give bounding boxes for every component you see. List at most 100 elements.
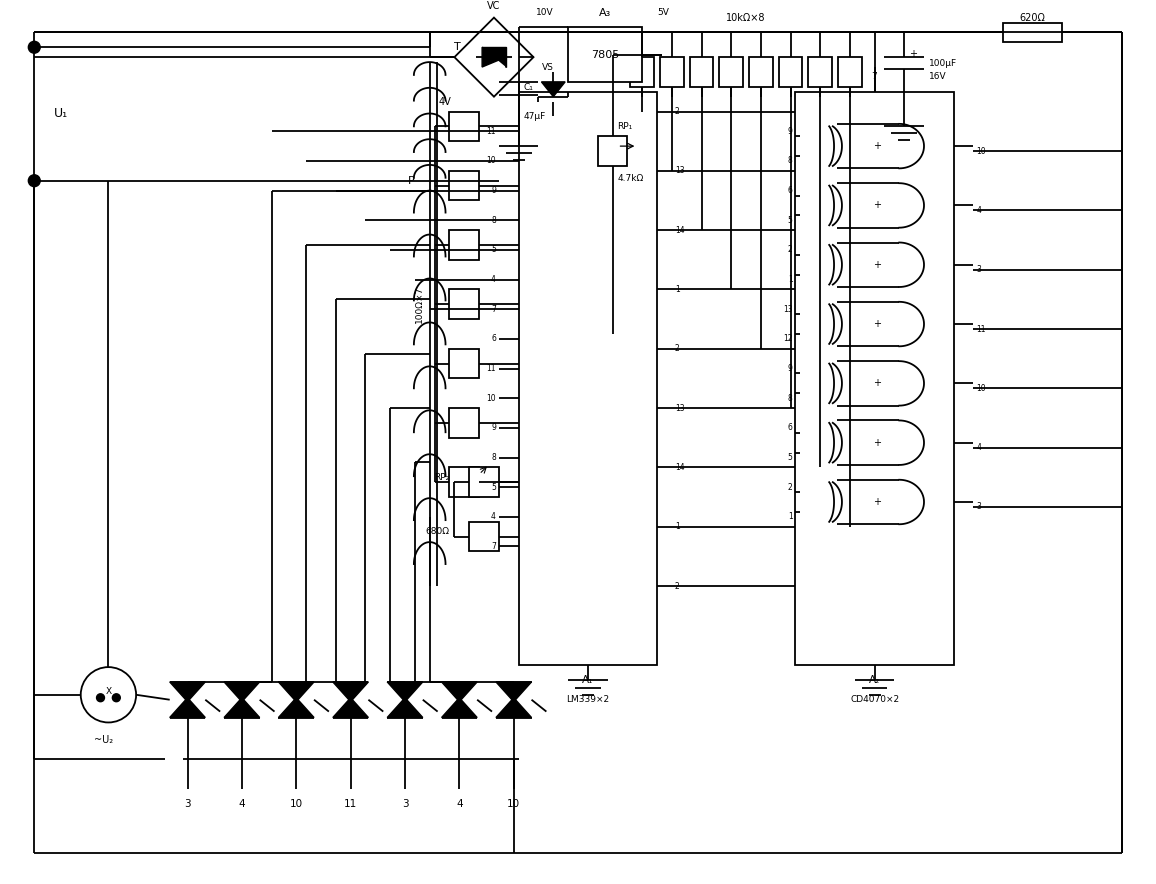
Text: 11: 11 <box>487 364 496 373</box>
Circle shape <box>97 694 104 702</box>
Bar <box>450 468 479 497</box>
Text: +: + <box>873 497 881 507</box>
Bar <box>450 289 479 319</box>
Circle shape <box>29 42 40 53</box>
Text: 11: 11 <box>977 324 986 333</box>
Text: 6: 6 <box>491 334 496 343</box>
Bar <box>808 57 832 87</box>
Bar <box>519 92 657 665</box>
Text: 10: 10 <box>977 147 986 156</box>
Bar <box>450 171 479 201</box>
Text: 9: 9 <box>787 364 793 373</box>
Text: 680Ω: 680Ω <box>425 527 450 537</box>
Text: 620Ω: 620Ω <box>1020 12 1046 23</box>
Text: 10: 10 <box>507 798 520 809</box>
Text: 100μF: 100μF <box>929 58 957 67</box>
Text: 7: 7 <box>872 72 877 81</box>
Text: +: + <box>873 378 881 388</box>
Polygon shape <box>482 47 506 67</box>
Text: 3: 3 <box>977 265 981 274</box>
Text: 4: 4 <box>977 206 981 215</box>
Text: 3: 3 <box>977 502 981 512</box>
Text: 7: 7 <box>491 305 496 314</box>
Text: A₃: A₃ <box>599 8 612 18</box>
Text: 8: 8 <box>787 393 793 403</box>
Polygon shape <box>224 682 260 702</box>
Bar <box>660 57 684 87</box>
Polygon shape <box>482 47 506 67</box>
Text: 4: 4 <box>238 798 245 809</box>
Bar <box>719 57 743 87</box>
Text: 2: 2 <box>675 582 680 591</box>
Text: 9: 9 <box>787 126 793 136</box>
Text: 3: 3 <box>184 798 191 809</box>
Bar <box>598 136 628 166</box>
Text: LM339×2: LM339×2 <box>566 695 609 705</box>
Text: CD4070×2: CD4070×2 <box>850 695 899 705</box>
Bar <box>1003 22 1062 42</box>
Text: 100Ω×7: 100Ω×7 <box>415 286 424 323</box>
Text: 4: 4 <box>457 798 462 809</box>
Text: VS: VS <box>542 63 554 72</box>
Text: 4: 4 <box>977 443 981 452</box>
Text: 13: 13 <box>783 305 793 314</box>
Text: 5V: 5V <box>657 8 669 17</box>
Text: 47μF: 47μF <box>524 112 546 121</box>
Text: 4.7kΩ: 4.7kΩ <box>617 174 644 183</box>
Text: 10kΩ×8: 10kΩ×8 <box>726 12 765 23</box>
Text: 16V: 16V <box>929 72 947 81</box>
Polygon shape <box>541 82 565 96</box>
Text: 7805: 7805 <box>591 50 620 59</box>
Text: VC: VC <box>488 1 501 11</box>
Polygon shape <box>496 697 532 718</box>
Text: 2: 2 <box>787 483 793 492</box>
Text: 13: 13 <box>675 166 684 175</box>
Text: 5: 5 <box>787 216 793 225</box>
Text: +: + <box>873 438 881 447</box>
Bar <box>469 522 499 552</box>
Text: 6: 6 <box>787 187 793 195</box>
Text: 14: 14 <box>675 463 684 472</box>
Text: 10: 10 <box>487 393 496 403</box>
Text: 10V: 10V <box>535 8 554 17</box>
Text: 8: 8 <box>491 216 496 225</box>
Polygon shape <box>170 682 206 702</box>
Text: RP₁: RP₁ <box>617 122 632 131</box>
Bar <box>568 27 643 82</box>
Polygon shape <box>442 682 477 702</box>
Bar <box>450 230 479 260</box>
Text: U₁: U₁ <box>54 108 68 120</box>
Bar <box>469 468 499 497</box>
Polygon shape <box>482 47 506 67</box>
Polygon shape <box>387 697 423 718</box>
Bar <box>450 408 479 438</box>
Polygon shape <box>333 682 369 702</box>
Text: 10: 10 <box>290 798 303 809</box>
Text: +: + <box>873 201 881 210</box>
Bar <box>795 92 954 665</box>
Text: +: + <box>873 141 881 151</box>
Circle shape <box>29 175 40 187</box>
Text: 9: 9 <box>491 187 496 195</box>
Text: +: + <box>873 260 881 270</box>
Polygon shape <box>387 682 423 702</box>
Text: 5: 5 <box>787 453 793 462</box>
Text: T: T <box>454 42 461 52</box>
Text: 4: 4 <box>491 513 496 522</box>
Polygon shape <box>442 697 477 718</box>
Text: 9: 9 <box>491 423 496 432</box>
Text: P: P <box>408 176 415 186</box>
Text: 2: 2 <box>675 107 680 116</box>
Bar <box>779 57 802 87</box>
Text: 6: 6 <box>787 423 793 432</box>
Text: 10: 10 <box>487 156 496 165</box>
Text: 4V: 4V <box>438 96 451 107</box>
Polygon shape <box>333 697 369 718</box>
Text: RP₂: RP₂ <box>435 473 450 482</box>
Text: 5: 5 <box>491 483 496 492</box>
Bar <box>630 57 654 87</box>
Text: 11: 11 <box>487 126 496 136</box>
Text: 2: 2 <box>675 344 680 354</box>
Text: +: + <box>909 50 917 59</box>
Text: 1: 1 <box>787 275 793 284</box>
